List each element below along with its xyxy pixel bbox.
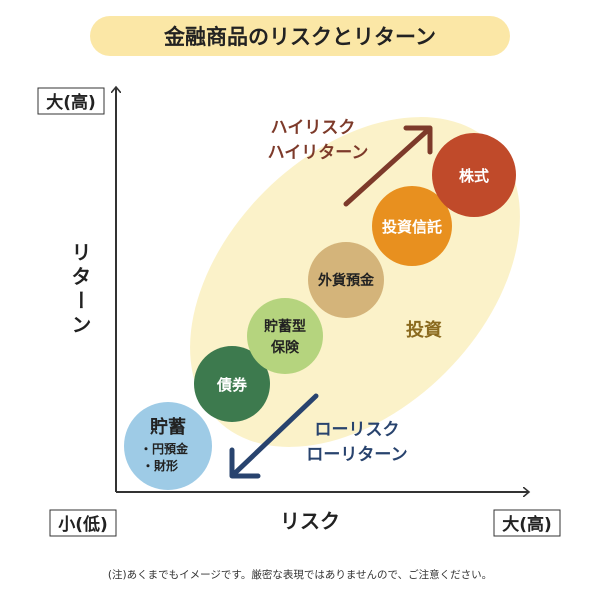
high-risk-line1: ハイリスク (271, 118, 356, 138)
high-risk-arrowhead (403, 125, 433, 155)
savings-label: 貯蓄 (150, 416, 186, 438)
savings-item-1: ・円預金 (140, 441, 189, 456)
x-high-box (493, 509, 561, 537)
insurance-label-line2: 保険 (270, 339, 300, 356)
stocks-label: 株式 (459, 167, 489, 185)
low-risk-arrow (231, 393, 319, 477)
insurance-circle (247, 298, 323, 374)
product-insurance: 貯蓄型 保険 (247, 298, 323, 374)
product-foreign-deposit: 外貨預金 (308, 242, 384, 318)
y-high-box (37, 87, 105, 115)
foreign-deposit-label: 外貨預金 (318, 272, 375, 289)
low-risk-arrowhead (229, 447, 261, 479)
trust-label: 投資信託 (382, 218, 442, 236)
savings-item-2: ・財形 (142, 458, 178, 473)
product-bonds: 債券 (194, 346, 270, 422)
foreign-deposit-circle (308, 242, 384, 318)
product-savings: 貯蓄 ・円預金 ・財形 (124, 402, 212, 490)
high-risk-line2: ハイリターン (268, 143, 369, 163)
bonds-label: 債券 (216, 376, 248, 394)
investment-label: 投資 (406, 319, 442, 341)
x-low-label: 小(低) (58, 514, 108, 535)
footnote: (注)あくまでもイメージです。厳密な表現ではありませんので、ご注意ください。 (108, 568, 492, 581)
savings-circle (124, 402, 212, 490)
diagram-title: 金融商品のリスクとリターン (163, 25, 436, 49)
low-risk-line2: ローリターン (306, 445, 407, 465)
bonds-circle (194, 346, 270, 422)
high-risk-arrow (343, 127, 431, 207)
product-stocks: 株式 (432, 133, 516, 217)
low-risk-line1: ローリスク (315, 420, 400, 440)
insurance-label-line1: 貯蓄型 (264, 318, 306, 335)
trust-circle (372, 186, 452, 266)
x-low-box (49, 509, 117, 537)
y-axis-title: リターン (68, 242, 92, 338)
x-axis-title: リスク (280, 509, 340, 533)
stocks-circle (432, 133, 516, 217)
x-high-label: 大(高) (502, 514, 552, 535)
product-trust: 投資信託 (372, 186, 452, 266)
y-high-label: 大(高) (46, 92, 96, 113)
title-banner (90, 16, 510, 56)
